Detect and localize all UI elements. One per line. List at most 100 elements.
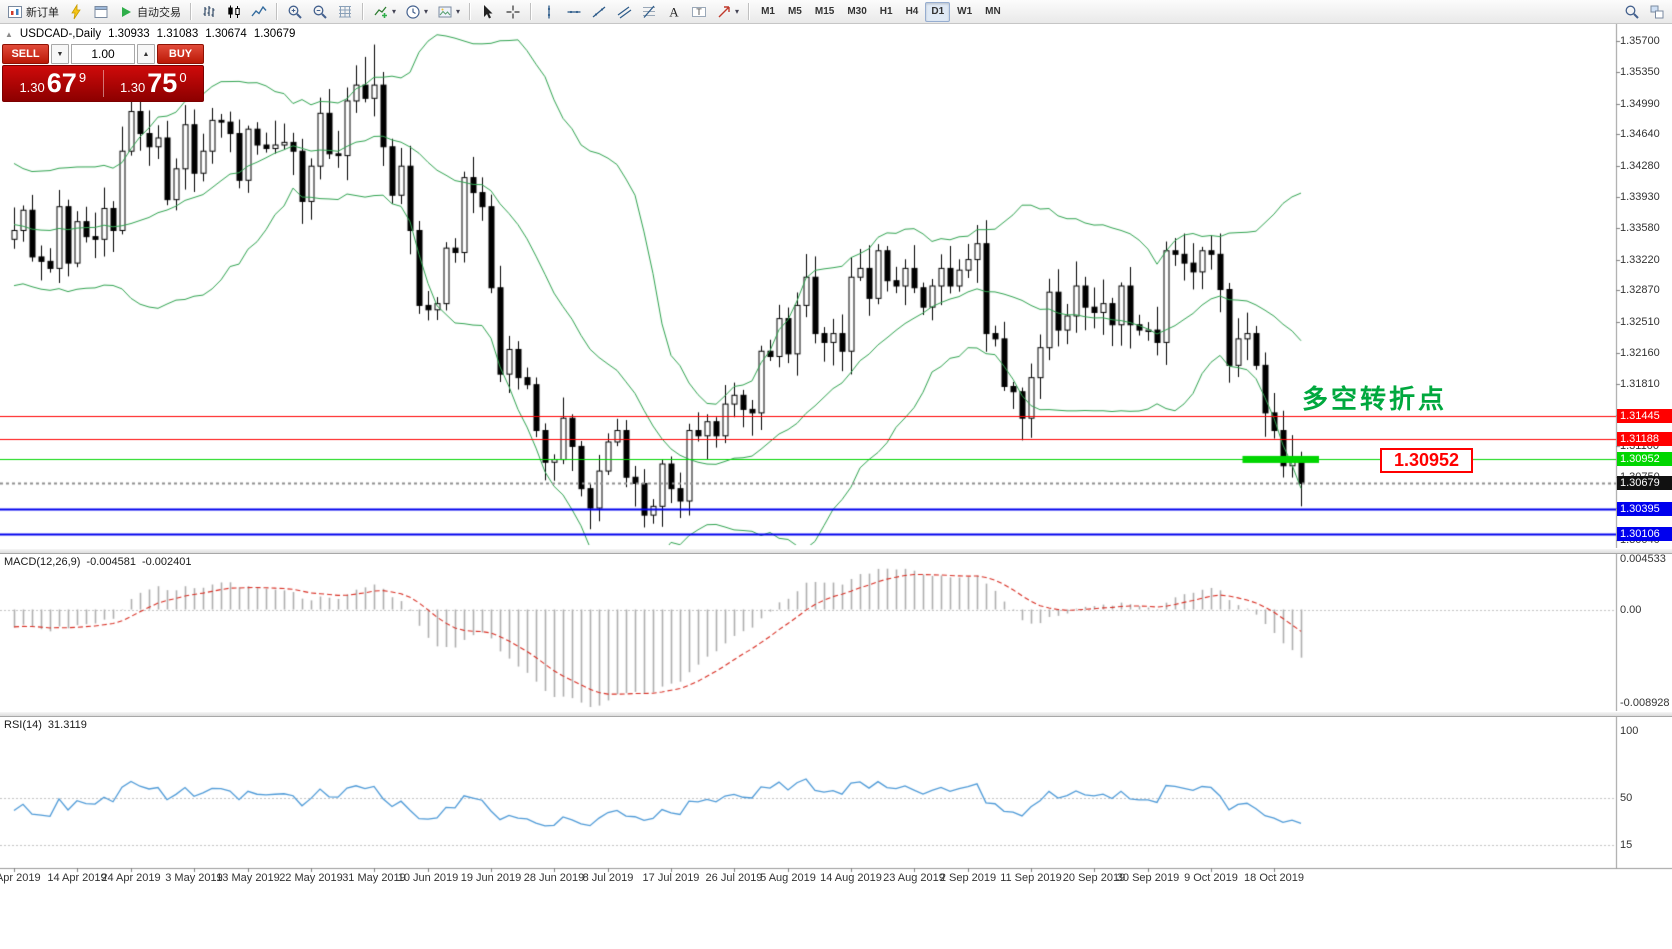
buy-price-sup: 0 bbox=[179, 69, 187, 85]
candlestick-chart-button[interactable] bbox=[222, 2, 246, 22]
chart-canvas[interactable] bbox=[0, 24, 1672, 949]
toolbar-separator bbox=[469, 3, 472, 20]
line-chart-button[interactable] bbox=[247, 2, 271, 22]
zoom-in-button[interactable] bbox=[283, 2, 307, 22]
sell-price-main: 1.30 bbox=[19, 79, 45, 95]
templates-button[interactable]: ▾ bbox=[433, 2, 464, 22]
trendline-icon bbox=[592, 6, 606, 17]
buy-price-main: 1.30 bbox=[119, 79, 146, 95]
timeframe-m5-button[interactable]: M5 bbox=[782, 2, 808, 22]
pane-resize-handle[interactable] bbox=[0, 548, 1672, 554]
chart-window-icon bbox=[94, 5, 108, 18]
svg-text:T: T bbox=[696, 7, 702, 17]
timeframe-h1-button[interactable]: H1 bbox=[874, 2, 899, 22]
open-value: 1.30933 bbox=[108, 28, 150, 40]
bar-chart-button[interactable] bbox=[197, 2, 221, 22]
zoom-out-button[interactable] bbox=[308, 2, 332, 22]
buy-price[interactable]: 1.30 75 0 bbox=[104, 66, 204, 101]
price-label-box: 1.30952 bbox=[1380, 448, 1473, 473]
search-icon bbox=[1625, 5, 1639, 19]
symbol-period-label: USDCAD-,Daily bbox=[19, 28, 102, 40]
crosshair-button[interactable] bbox=[501, 2, 525, 22]
rsi-header: RSI(14) 31.3119 bbox=[4, 719, 87, 731]
grid-button[interactable] bbox=[333, 2, 357, 22]
new-order-button[interactable]: 新订单 bbox=[3, 2, 63, 22]
channel-icon bbox=[617, 6, 632, 18]
search-button[interactable] bbox=[1620, 2, 1644, 22]
chevron-down-icon: ▾ bbox=[392, 6, 397, 16]
volume-decrease-button[interactable]: ▼ bbox=[51, 44, 69, 64]
buy-button[interactable]: BUY bbox=[157, 44, 204, 64]
timeframe-group: M1 M5 M15 M30 H1 H4 D1 W1 MN bbox=[755, 1, 1007, 22]
text-button[interactable]: A bbox=[662, 2, 686, 22]
new-order-icon bbox=[8, 5, 22, 18]
horizontal-line-icon bbox=[567, 10, 581, 13]
vertical-line-button[interactable] bbox=[537, 2, 561, 22]
text-label-button[interactable]: T bbox=[687, 2, 711, 22]
chart-title-bar: ▲ USDCAD-,Daily 1.30933 1.31083 1.30674 … bbox=[5, 28, 295, 40]
timeframe-m1-button[interactable]: M1 bbox=[755, 2, 781, 22]
fibonacci-button[interactable] bbox=[637, 2, 661, 22]
timeframe-w1-button[interactable]: W1 bbox=[951, 2, 978, 22]
toolbar-separator bbox=[530, 3, 533, 20]
close-value: 1.30679 bbox=[253, 28, 296, 40]
arrows-button[interactable]: ▾ bbox=[712, 2, 743, 22]
chevron-down-icon: ▾ bbox=[424, 6, 429, 16]
lightning-icon bbox=[71, 3, 81, 19]
volume-increase-button[interactable]: ▲ bbox=[137, 44, 155, 64]
timeframe-mn-button[interactable]: MN bbox=[979, 2, 1007, 22]
macd-header: MACD(12,26,9) -0.004581 -0.002401 bbox=[4, 556, 192, 568]
zoom-in-icon bbox=[288, 5, 302, 19]
toolbar-separator bbox=[362, 3, 364, 20]
chevron-down-icon: ▾ bbox=[735, 6, 740, 16]
arrow-shape-icon bbox=[718, 5, 730, 17]
crosshair-icon bbox=[506, 5, 520, 18]
vertical-line-icon bbox=[547, 5, 551, 18]
toolbar-separator bbox=[276, 3, 278, 20]
trendline-button[interactable] bbox=[587, 2, 611, 22]
one-click-price-panel[interactable]: 1.30 67 9 1.30 75 0 bbox=[2, 65, 204, 102]
rsi-name: RSI(14) bbox=[4, 719, 42, 731]
sell-button[interactable]: SELL bbox=[2, 44, 49, 64]
new-order-label: 新订单 bbox=[26, 6, 59, 19]
macd-name: MACD(12,26,9) bbox=[4, 556, 81, 568]
buy-price-big: 75 bbox=[147, 68, 178, 98]
clock-icon bbox=[406, 4, 420, 19]
timeframe-m15-button[interactable]: M15 bbox=[809, 2, 840, 22]
indicators-button[interactable]: ▾ bbox=[369, 2, 400, 22]
one-click-trading-panel: SELL ▼ ▲ BUY 1.30 67 9 1.30 75 0 bbox=[2, 44, 204, 102]
channel-button[interactable] bbox=[612, 2, 636, 22]
sell-price-big: 67 bbox=[46, 68, 77, 98]
turning-point-annotation: 多空转折点 bbox=[1302, 384, 1448, 414]
tile-windows-icon bbox=[1650, 5, 1664, 18]
tile-windows-button[interactable] bbox=[1645, 2, 1669, 22]
timeframe-h4-button[interactable]: H4 bbox=[900, 2, 925, 22]
autotrading-button[interactable]: 自动交易 bbox=[114, 2, 185, 22]
periods-button[interactable]: ▾ bbox=[401, 2, 432, 22]
toolbar: 新订单 自动交易 bbox=[0, 0, 1672, 24]
svg-text:A: A bbox=[669, 4, 679, 19]
timeframe-m30-button[interactable]: M30 bbox=[841, 2, 872, 22]
autotrading-label: 自动交易 bbox=[137, 6, 181, 19]
toolbar-separator bbox=[748, 3, 751, 20]
horizontal-line-button[interactable] bbox=[562, 2, 586, 22]
template-icon bbox=[438, 6, 452, 17]
line-chart-icon bbox=[251, 5, 267, 16]
candlestick-icon bbox=[228, 5, 240, 18]
metaeditor-button[interactable] bbox=[64, 2, 88, 22]
new-chart-button[interactable] bbox=[89, 2, 113, 22]
price-divider bbox=[102, 70, 104, 97]
volume-input[interactable] bbox=[71, 44, 135, 64]
pane-resize-handle[interactable] bbox=[0, 711, 1672, 717]
cursor-icon bbox=[484, 4, 493, 18]
collapse-one-click-icon[interactable]: ▲ bbox=[5, 29, 13, 39]
fibonacci-icon bbox=[643, 5, 656, 18]
text-icon: A bbox=[669, 4, 679, 19]
sell-price-sup: 9 bbox=[78, 69, 87, 85]
timeframe-d1-button[interactable]: D1 bbox=[925, 1, 951, 22]
sell-price[interactable]: 1.30 67 9 bbox=[3, 66, 103, 101]
cursor-button[interactable] bbox=[476, 2, 500, 22]
zoom-out-icon bbox=[313, 5, 327, 19]
toolbar-separator bbox=[190, 3, 192, 20]
